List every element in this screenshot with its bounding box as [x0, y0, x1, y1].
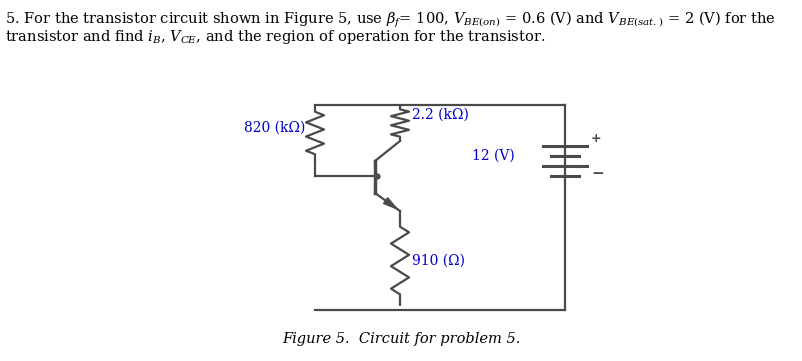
Text: 910 (Ω): 910 (Ω)	[411, 253, 464, 268]
Text: Figure 5.  Circuit for problem 5.: Figure 5. Circuit for problem 5.	[282, 332, 520, 346]
Text: 820 (kΩ): 820 (kΩ)	[243, 121, 305, 135]
Text: +: +	[590, 132, 601, 145]
Polygon shape	[383, 198, 396, 209]
Text: 5. For the transistor circuit shown in Figure 5, use $\beta_f$= 100, $V_{BE(on)}: 5. For the transistor circuit shown in F…	[5, 10, 775, 30]
Text: −: −	[590, 165, 603, 180]
Text: 2.2 (kΩ): 2.2 (kΩ)	[411, 108, 468, 122]
Text: 12 (V): 12 (V)	[472, 149, 514, 163]
Text: transistor and find $i_B$, $V_{CE}$, and the region of operation for the transis: transistor and find $i_B$, $V_{CE}$, and…	[5, 28, 545, 46]
